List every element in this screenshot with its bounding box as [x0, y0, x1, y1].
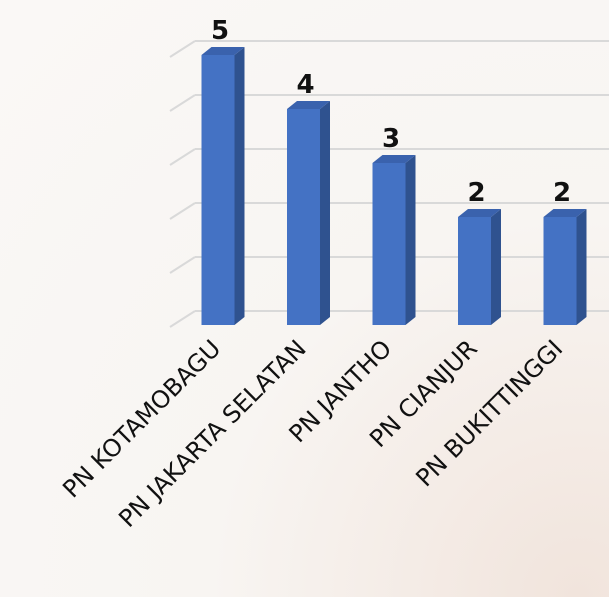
category-tick-label: PN KOTAMOBAGU [57, 334, 226, 503]
bars [201, 47, 587, 325]
gridline [169, 148, 609, 166]
gridline [169, 40, 609, 58]
data-label: 3 [382, 124, 400, 154]
gridline [169, 94, 609, 112]
bar [543, 209, 587, 325]
data-label: 5 [211, 16, 229, 46]
category-tick-label: PN BUKITTINGGI [410, 334, 568, 492]
data-label: 2 [553, 178, 571, 208]
bar [372, 155, 416, 325]
bar [201, 47, 245, 325]
bar [458, 209, 501, 325]
data-label: 4 [296, 70, 314, 100]
data-label: 2 [467, 178, 485, 208]
value-labels: 5 4 3 2 2 [211, 16, 571, 208]
bar [287, 101, 330, 325]
